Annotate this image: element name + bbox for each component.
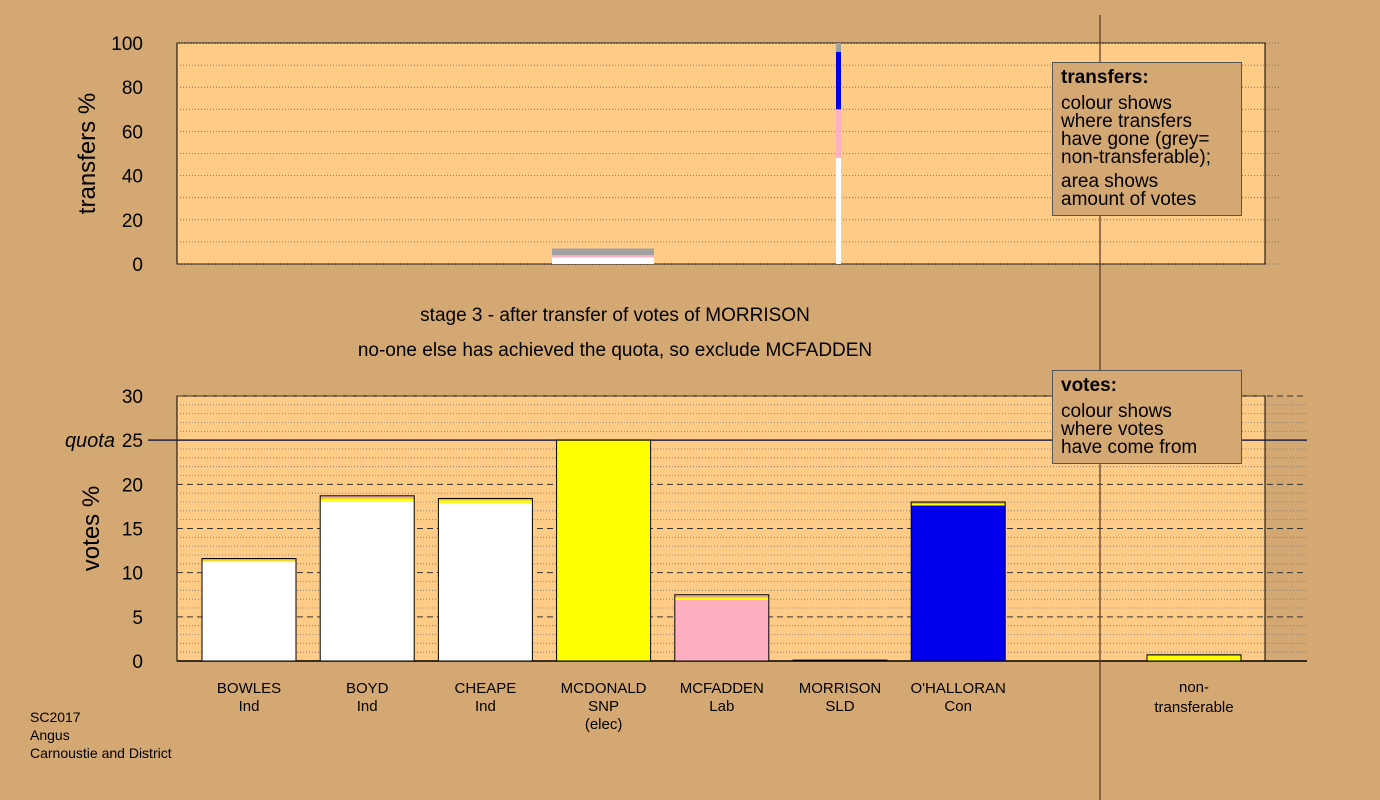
transfers-y-tick: 40 <box>122 167 143 188</box>
transfers-y-tick: 60 <box>122 122 143 143</box>
footer-council: Angus <box>30 727 70 743</box>
stage-subtitle: no-one else has achieved the quota, so e… <box>357 340 873 361</box>
votes-y-tick: 10 <box>122 564 143 585</box>
candidate-bar-segment <box>320 501 415 661</box>
candidate-name-label: MCFADDEN <box>680 680 764 697</box>
candidate-bar-outline <box>792 659 888 662</box>
votes-y-label: votes % <box>78 486 105 571</box>
candidate-bar-segment <box>320 498 415 502</box>
legend-transfers-line: non-transferable); <box>1061 147 1211 168</box>
transfers-y-tick: 0 <box>132 255 143 276</box>
legend-votes-title: votes: <box>1061 375 1117 396</box>
transfers-y-label: transfers % <box>74 93 101 214</box>
transfers-y-tick: 100 <box>111 34 143 55</box>
candidate-bar-outline <box>437 497 533 662</box>
candidate-bar-segment <box>202 559 296 561</box>
candidate-name-label: BOWLES <box>217 680 281 697</box>
candidate-party-label: Ind <box>357 698 378 715</box>
votes-y-tick: 5 <box>132 608 143 629</box>
legend-votes-line: colour shows <box>1061 401 1172 422</box>
candidate-bar-segment <box>202 562 296 661</box>
legend-votes: votes: colour shows where votes have com… <box>1052 370 1242 464</box>
footer-info: SC2017 Angus Carnoustie and District <box>30 708 172 762</box>
candidate-name-label: BOYD <box>346 680 389 697</box>
footer-ward: Carnoustie and District <box>30 745 172 761</box>
stage-title: stage 3 - after transfer of votes of MOR… <box>420 305 810 326</box>
transfers-morrison-bar-segment <box>836 51 841 110</box>
votes-y-tick: 30 <box>122 387 143 408</box>
candidate-bar-segment <box>556 440 651 661</box>
candidate-bar-segment <box>438 499 533 501</box>
candidate-bar-segment <box>202 560 296 563</box>
candidate-party-label: Ind <box>475 698 496 715</box>
candidate-bar-segment <box>674 594 769 597</box>
votes-y-tick: 20 <box>122 475 143 496</box>
transfers-morrison-bar-segment <box>836 157 841 264</box>
candidate-name-label: O'HALLORAN <box>911 680 1006 697</box>
candidate-bar-outline <box>674 594 770 662</box>
transfers-earlier-bar-segment <box>552 248 654 256</box>
votes-y-tick: 0 <box>132 652 143 673</box>
votes-y-tick: 15 <box>122 520 143 541</box>
transfers-earlier-bar-segment <box>552 257 654 264</box>
transfers-morrison-bar-segment <box>836 43 841 52</box>
legend-transfers-line: where transfers <box>1061 111 1192 132</box>
transfers-y-tick: 80 <box>122 78 143 99</box>
legend-transfers-line: amount of votes <box>1061 189 1197 210</box>
candidate-bar-segment <box>320 495 415 498</box>
candidate-name-label: MORRISON <box>799 680 882 697</box>
legend-transfers-title: transfers: <box>1061 67 1149 88</box>
candidate-bar-segment <box>320 497 415 499</box>
candidate-bar-segment <box>674 596 769 598</box>
candidate-party-label: Con <box>944 698 972 715</box>
transfers-y-tick: 20 <box>122 211 143 232</box>
footer-election: SC2017 <box>30 709 81 725</box>
candidate-party-label: Ind <box>239 698 260 715</box>
candidate-bar-outline <box>319 495 415 662</box>
quota-label: quota <box>65 430 115 452</box>
candidate-bar-segment <box>438 502 533 661</box>
candidate-bar-segment <box>438 500 533 503</box>
candidate-party-label: SNP <box>588 698 619 715</box>
candidate-status-label: (elec) <box>585 716 623 733</box>
transfers-earlier-bar-segment <box>552 255 654 258</box>
candidate-bar-segment <box>911 503 1006 506</box>
votes-y-tick: 25 <box>122 431 143 452</box>
legend-transfers-line: area shows <box>1061 171 1159 192</box>
candidate-bar-segment <box>674 597 769 601</box>
candidate-bar-outline <box>201 558 297 662</box>
transfers-morrison-bar-segment <box>836 109 841 158</box>
nontransferable-bar-outline <box>1146 654 1242 662</box>
legend-votes-line: have come from <box>1061 437 1198 458</box>
candidate-name-label: MCDONALD <box>561 680 647 697</box>
nontransferable-label: non- <box>1179 679 1209 696</box>
candidate-bar-outline <box>910 501 1006 662</box>
nontransferable-label: transferable <box>1154 699 1233 716</box>
candidate-party-label: Lab <box>709 698 734 715</box>
legend-transfers-line: colour shows <box>1061 93 1172 114</box>
legend-votes-line: where votes <box>1061 419 1164 440</box>
legend-transfers-line: have gone (grey= <box>1061 129 1210 150</box>
candidate-bar-outline <box>556 439 652 662</box>
candidate-party-label: SLD <box>825 698 854 715</box>
candidate-name-label: CHEAPE <box>455 680 517 697</box>
legend-transfers: transfers: colour shows where transfers … <box>1052 62 1242 216</box>
candidate-bar-segment <box>674 600 769 661</box>
candidate-bar-segment <box>911 505 1006 661</box>
candidate-bar-segment <box>911 502 1006 504</box>
nontransferable-bar-segment <box>1147 655 1241 661</box>
